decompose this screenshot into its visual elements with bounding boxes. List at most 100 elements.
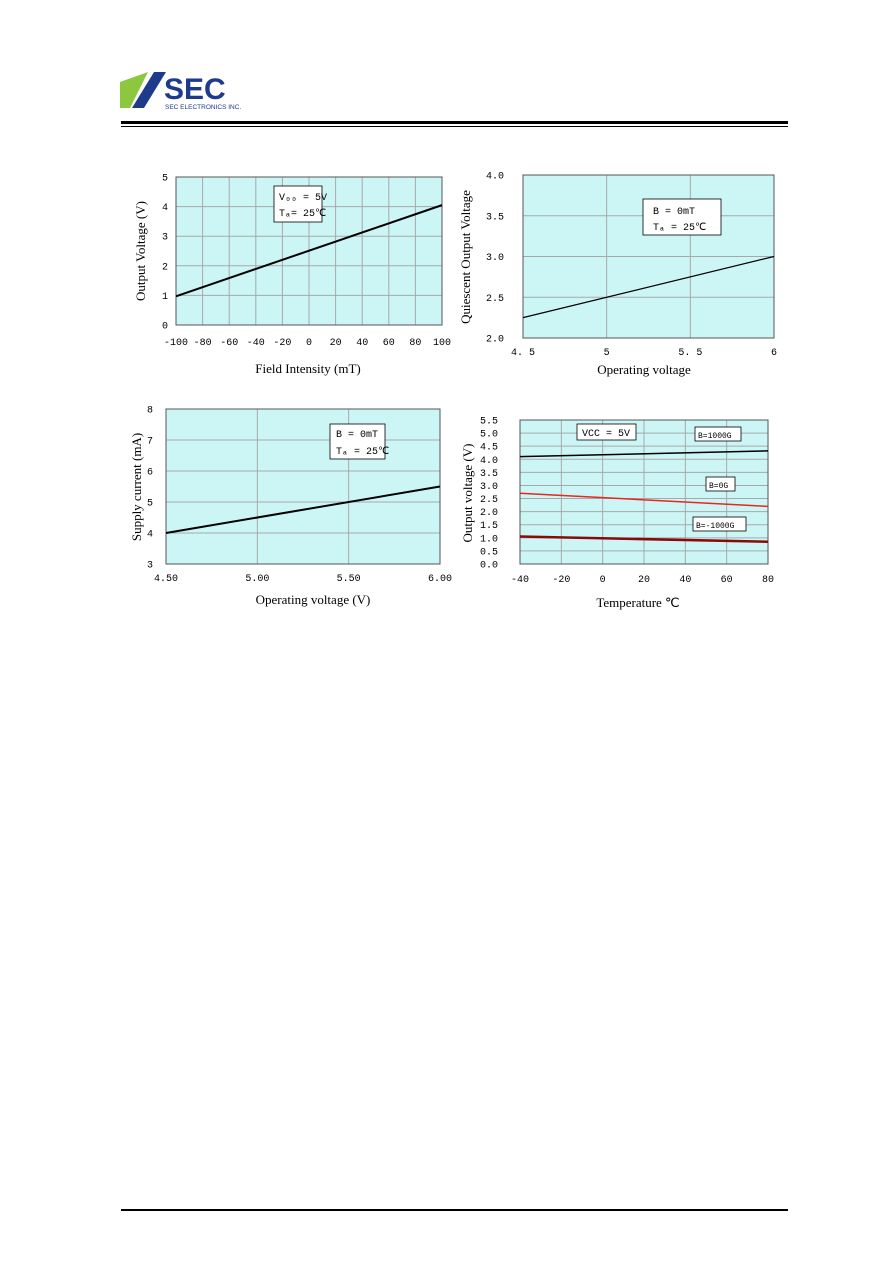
x-tick-label: 5.00 (245, 574, 269, 585)
x-tick-label: 5.50 (337, 574, 361, 585)
series-line (522, 255, 775, 319)
y-tick-label: 4.0 (480, 456, 498, 467)
header-rule (121, 121, 788, 124)
series-tag-label: B=1000G (698, 432, 732, 441)
x-tick-label: -100 (164, 338, 188, 349)
logo-blue-swoosh (132, 72, 166, 108)
y-tick-label: 3.5 (486, 212, 504, 223)
x-tick-label: -40 (511, 575, 529, 586)
series-tag-label: B=0G (709, 482, 728, 491)
y-tick-label: 1.0 (480, 534, 498, 545)
x-tick-label: -80 (194, 338, 212, 349)
y-tick-label: 3.0 (486, 253, 504, 264)
x-tick-label: 60 (721, 575, 733, 586)
x-tick-label: -40 (247, 338, 265, 349)
y-tick-label: 8 (147, 406, 153, 417)
x-tick-label: -60 (220, 338, 238, 349)
annotation-text: B = 0mT (653, 207, 695, 218)
y-axis-label: Supply current (mA) (129, 433, 144, 541)
y-tick-label: 3 (162, 233, 168, 244)
y-tick-label: 3.5 (480, 469, 498, 480)
x-axis-label: Temperature ℃ (596, 595, 679, 610)
x-tick-label: 5. 5 (678, 348, 702, 359)
y-tick-label: 2.0 (480, 508, 498, 519)
x-tick-label: 6.00 (428, 574, 452, 585)
y-tick-label: 0.0 (480, 561, 498, 572)
annotation-text: Tₐ = 25℃ (336, 447, 389, 458)
annotation-box (273, 185, 323, 223)
x-tick-label: 4.50 (154, 574, 178, 585)
x-tick-label: 4. 5 (511, 348, 535, 359)
y-tick-label: 5 (147, 499, 153, 510)
x-tick-label: 40 (356, 338, 368, 349)
x-tick-label: 40 (679, 575, 691, 586)
x-tick-label: 80 (409, 338, 421, 349)
y-tick-label: 6 (147, 468, 153, 479)
y-tick-label: 2.5 (486, 294, 504, 305)
footer-rule (121, 1209, 788, 1211)
annotation-text: Tₐ = 25℃ (653, 223, 706, 234)
x-tick-label: 20 (330, 338, 342, 349)
x-tick-label: 0 (600, 575, 606, 586)
series-tag-label: B=-1000G (696, 522, 735, 531)
x-tick-label: 20 (638, 575, 650, 586)
x-axis-label: Operating voltage (V) (256, 592, 371, 607)
y-tick-label: 4.0 (486, 172, 504, 183)
series-line-b1000g (519, 450, 769, 458)
annotation-box (329, 423, 386, 460)
x-tick-label: -20 (552, 575, 570, 586)
series-tag-box (692, 516, 747, 532)
logo-subtext: SEC ELECTRONICS INC. (165, 104, 241, 111)
y-tick-label: 2.0 (486, 335, 504, 346)
y-tick-label: 2.5 (480, 495, 498, 506)
annotation-text: VCC = 5V (582, 429, 630, 440)
x-tick-label: 0 (306, 338, 312, 349)
annotation-text: Tₐ= 25℃ (279, 209, 326, 220)
y-axis-label: Quiescent Output Voltage (458, 190, 473, 324)
series-tag-box (694, 426, 742, 442)
series-line-b-1000g (519, 535, 769, 543)
plot-border (175, 176, 443, 326)
x-tick-label: 5 (604, 348, 610, 359)
y-tick-label: 1 (162, 292, 168, 303)
y-tick-label: 3 (147, 561, 153, 572)
y-tick-label: 2 (162, 262, 168, 273)
series-tag-box (705, 476, 736, 492)
annotation-text: B = 0mT (336, 430, 378, 441)
logo-text: SEC (164, 73, 226, 106)
y-tick-label: 4.5 (480, 443, 498, 454)
y-tick-label: 3.0 (480, 482, 498, 493)
y-tick-label: 5.5 (480, 417, 498, 428)
x-tick-label: 60 (383, 338, 395, 349)
sec-logo: SEC SEC ELECTRONICS INC. (120, 72, 241, 111)
series-line (175, 204, 443, 298)
series-line-b0g (519, 492, 769, 508)
plot-area (166, 409, 440, 564)
y-tick-label: 4 (162, 203, 168, 214)
annotation-box (642, 198, 722, 236)
y-axis-label: Output voltage (V) (460, 444, 475, 543)
series-line (165, 485, 441, 534)
plot-border (519, 419, 769, 565)
y-tick-label: 7 (147, 437, 153, 448)
x-tick-label: 100 (433, 338, 451, 349)
y-tick-label: 5 (162, 174, 168, 185)
annotation-text: V₀₀ = 5V (279, 193, 327, 204)
header-rule-thin (121, 126, 788, 127)
annotation-box (576, 423, 637, 441)
x-axis-label: Field Intensity (mT) (255, 361, 360, 376)
plot-border (522, 174, 775, 339)
y-tick-label: 0.5 (480, 547, 498, 558)
x-tick-label: 6 (771, 348, 777, 359)
x-tick-label: -20 (273, 338, 291, 349)
logo-green-swoosh (120, 72, 148, 108)
x-axis-label: Operating voltage (597, 362, 691, 377)
y-tick-label: 4 (147, 530, 153, 541)
y-tick-label: 0 (162, 322, 168, 333)
y-tick-label: 1.5 (480, 521, 498, 532)
x-tick-label: 80 (762, 575, 774, 586)
